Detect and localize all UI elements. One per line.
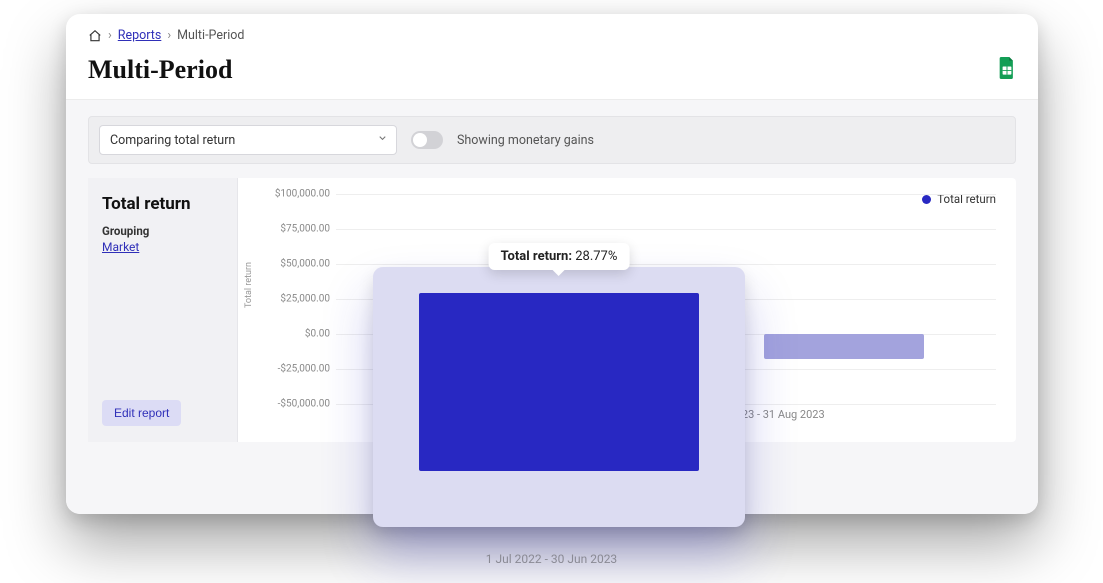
gridline (336, 194, 996, 195)
spreadsheet-icon[interactable] (998, 57, 1016, 83)
home-icon[interactable] (88, 29, 102, 43)
ytick: $100,000.00 (274, 189, 330, 200)
monetary-gains-toggle[interactable] (411, 131, 443, 149)
chart-bar[interactable] (419, 293, 699, 471)
breadcrumb-sep-icon: › (108, 28, 112, 43)
gridline (336, 229, 996, 230)
ytick: $75,000.00 (274, 224, 330, 235)
grouping-link[interactable]: Market (102, 240, 223, 254)
monetary-gains-toggle-label: Showing monetary gains (457, 133, 594, 148)
report-toolbar: Comparing total return Showing monetary … (88, 116, 1016, 164)
chart-bar[interactable] (764, 334, 924, 359)
toggle-knob (413, 133, 427, 147)
page-title: Multi-Period (88, 55, 232, 85)
ytick: $50,000.00 (274, 259, 330, 270)
grouping-label: Grouping (102, 224, 223, 238)
ytick: -$50,000.00 (274, 399, 330, 410)
tooltip-label: Total return: (501, 249, 572, 264)
title-row: Multi-Period (66, 49, 1038, 100)
side-panel-title: Total return (102, 194, 223, 214)
metric-select-label: Comparing total return (110, 133, 235, 148)
metric-select[interactable]: Comparing total return (99, 125, 397, 155)
ytick: $25,000.00 (274, 294, 330, 305)
y-axis-label: Total return (244, 262, 254, 308)
chart-tooltip: Total return: 28.77% (489, 243, 630, 270)
breadcrumb-current: Multi-Period (177, 28, 244, 43)
side-panel: Total return Grouping Market Edit report (88, 178, 238, 442)
chevron-down-icon (377, 133, 388, 148)
ytick: -$25,000.00 (274, 364, 330, 375)
breadcrumb-reports-link[interactable]: Reports (118, 28, 162, 43)
ytick: $0.00 (274, 329, 330, 340)
edit-report-button[interactable]: Edit report (102, 400, 181, 426)
xaxis-tick-label: 1 Jul 2022 - 30 Jun 2023 (0, 552, 1103, 566)
breadcrumb-sep-icon: › (167, 28, 171, 43)
breadcrumb: › Reports › Multi-Period (66, 14, 1038, 49)
tooltip-value: 28.77% (575, 249, 617, 264)
highlighted-bar-card: Total return: 28.77% (373, 267, 745, 527)
gridline (336, 264, 996, 265)
